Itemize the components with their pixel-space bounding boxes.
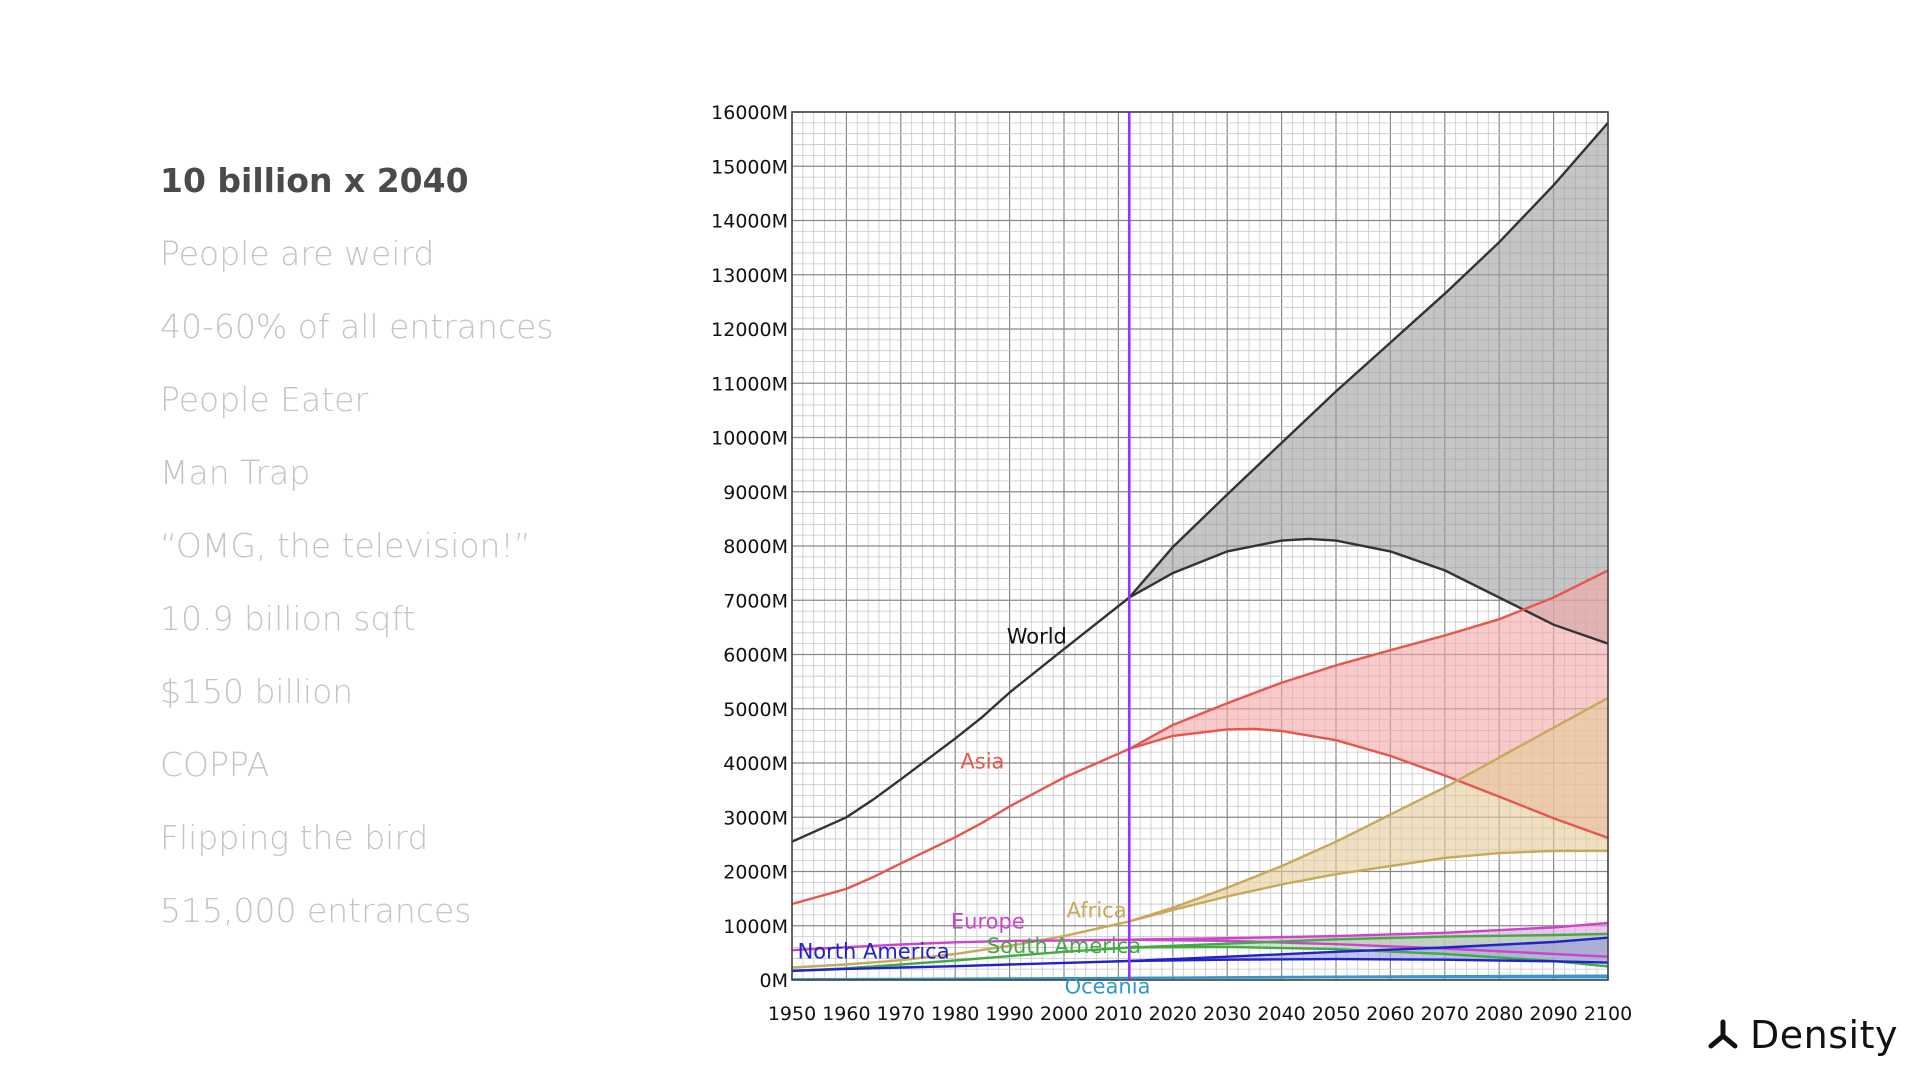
y-tick-label: 13000M xyxy=(711,265,788,287)
y-tick-label: 12000M xyxy=(711,319,788,341)
series-label-oceania: Oceania xyxy=(1065,975,1151,999)
x-tick-label: 1980 xyxy=(931,1003,979,1025)
x-tick-label: 2050 xyxy=(1312,1003,1360,1025)
y-tick-label: 5000M xyxy=(723,699,788,721)
x-tick-label: 1960 xyxy=(822,1003,870,1025)
sidebar-item-10-billion[interactable]: 10 billion x 2040 xyxy=(160,161,469,200)
line-low-oceania xyxy=(1129,976,1608,980)
series-label-south-america: South America xyxy=(987,934,1141,958)
x-tick-label: 2030 xyxy=(1203,1003,1251,1025)
x-tick-label: 2070 xyxy=(1421,1003,1469,1025)
sidebar-item-515000-entrances[interactable]: 515,000 entrances xyxy=(160,891,472,930)
x-tick-label: 2100 xyxy=(1584,1003,1632,1025)
y-tick-label: 3000M xyxy=(723,807,788,829)
y-tick-label: 7000M xyxy=(723,590,788,612)
line-low-africa xyxy=(1128,849,1608,923)
sidebar-item-flipping-bird[interactable]: Flipping the bird xyxy=(160,818,429,857)
sidebar-item-people-eater[interactable]: People Eater xyxy=(160,380,369,419)
y-tick-label: 1000M xyxy=(723,916,788,938)
sidebar-item-people-weird[interactable]: People are weird xyxy=(160,234,435,273)
x-tick-label: 2000 xyxy=(1040,1003,1088,1025)
line-low-europe xyxy=(1129,938,1609,958)
line-history-north-america xyxy=(791,959,1130,972)
x-tick-label: 2060 xyxy=(1366,1003,1414,1025)
line-high-africa xyxy=(1128,696,1609,923)
line-low-world xyxy=(1128,537,1609,645)
y-tick-label: 8000M xyxy=(723,536,788,558)
brand-logo: Density xyxy=(1706,1010,1898,1060)
y-tick-label: 9000M xyxy=(723,482,788,504)
series-label-africa: Africa xyxy=(1067,899,1127,923)
sidebar-item-man-trap[interactable]: Man Trap xyxy=(160,453,311,492)
line-history-africa xyxy=(791,920,1130,969)
sidebar-item-coppa[interactable]: COPPA xyxy=(160,745,270,784)
sidebar-item-television[interactable]: “OMG, the television!” xyxy=(160,526,531,565)
y-tick-label: 6000M xyxy=(723,645,788,667)
line-high-north-america xyxy=(1129,936,1609,963)
sidebar: 10 billion x 2040 People are weird 40-60… xyxy=(160,156,640,959)
x-tick-label: 2090 xyxy=(1529,1003,1577,1025)
series-label-asia: Asia xyxy=(960,749,1004,773)
y-tick-label: 0M xyxy=(760,970,788,992)
sidebar-item-sqft[interactable]: 10.9 billion sqft xyxy=(160,599,416,638)
line-high-europe xyxy=(1129,921,1609,941)
brand-name: Density xyxy=(1750,1013,1898,1057)
x-tick-label: 1990 xyxy=(985,1003,1033,1025)
sidebar-item-150-billion[interactable]: $150 billion xyxy=(160,672,354,711)
y-tick-label: 16000M xyxy=(711,102,788,124)
series-label-europe: Europe xyxy=(951,909,1025,933)
plot-frame xyxy=(791,111,1609,981)
x-tick-label: 1970 xyxy=(877,1003,925,1025)
y-tick-label: 15000M xyxy=(711,156,788,178)
line-high-world xyxy=(1128,122,1609,599)
y-tick-label: 11000M xyxy=(711,373,788,395)
series-label-world: World xyxy=(1007,625,1067,649)
line-history-world xyxy=(791,596,1131,843)
density-logo-icon xyxy=(1708,1019,1738,1049)
line-high-asia xyxy=(1128,569,1609,750)
y-tick-label: 10000M xyxy=(711,428,788,450)
line-high-south-america xyxy=(1129,932,1609,949)
line-low-asia xyxy=(1128,727,1609,840)
line-history-asia xyxy=(791,747,1130,906)
x-tick-label: 2080 xyxy=(1475,1003,1523,1025)
line-history-oceania xyxy=(791,976,1130,981)
line-low-north-america xyxy=(1129,957,1609,964)
y-tick-label: 4000M xyxy=(723,753,788,775)
population-chart: World Asia Africa Europe South America North … xyxy=(700,90,1660,1050)
line-history-europe xyxy=(791,938,1130,952)
x-tick-label: 2020 xyxy=(1149,1003,1197,1025)
sidebar-item-entrances-percent[interactable]: 40-60% of all entrances xyxy=(160,307,554,346)
band-africa xyxy=(1129,697,1608,922)
x-tick-label: 1950 xyxy=(768,1003,816,1025)
x-tick-label: 2040 xyxy=(1257,1003,1305,1025)
y-tick-label: 14000M xyxy=(711,211,788,233)
series-label-north-america: North America xyxy=(798,939,950,963)
x-tick-label: 2010 xyxy=(1094,1003,1142,1025)
y-tick-label: 2000M xyxy=(723,862,788,884)
